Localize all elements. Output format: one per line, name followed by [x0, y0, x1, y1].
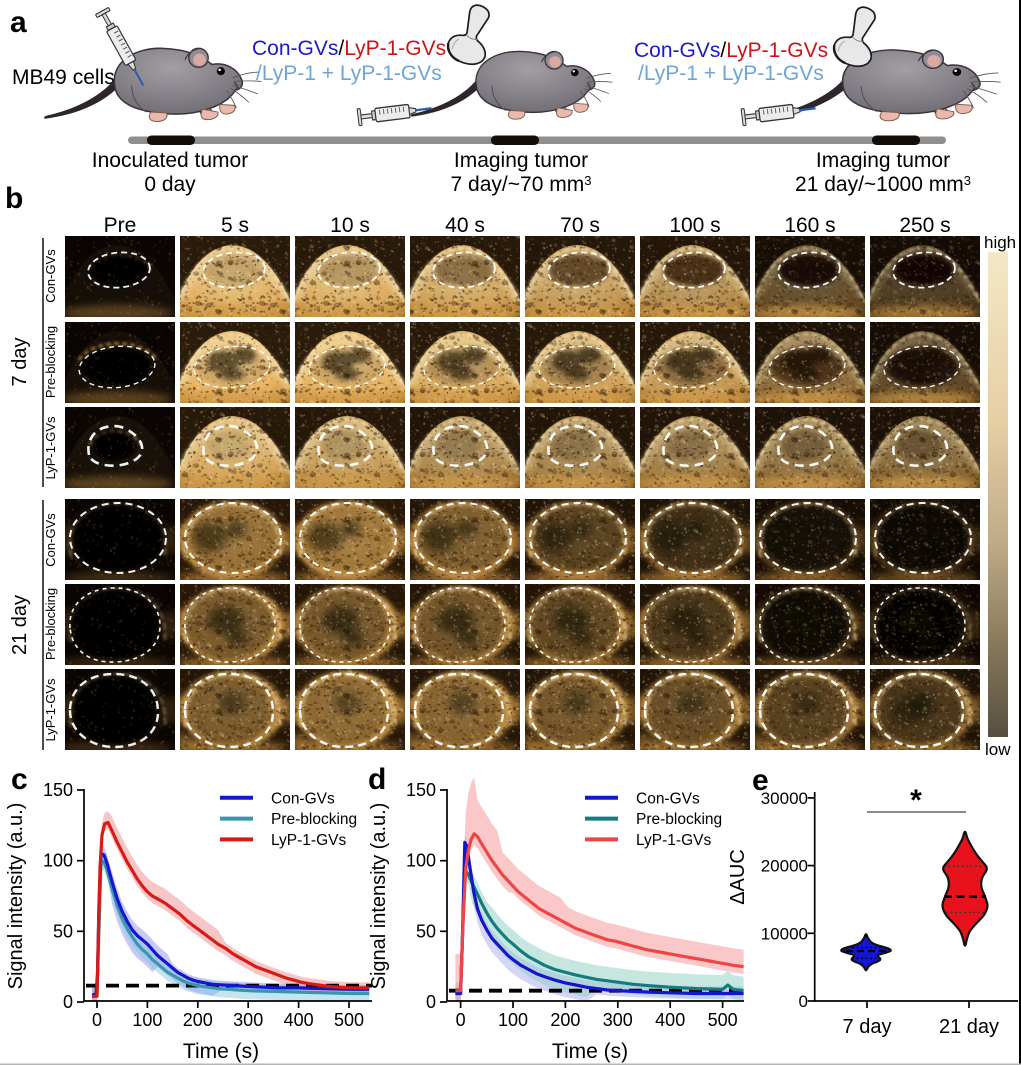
svg-text:150: 150	[43, 780, 73, 800]
svg-text:/LyP-1 + LyP-1-GVs: /LyP-1 + LyP-1-GVs	[638, 62, 824, 85]
svg-text:Pre-blocking: Pre-blocking	[271, 811, 357, 828]
svg-text:Inoculated tumor: Inoculated tumor	[92, 149, 248, 172]
svg-text:10000: 10000	[761, 924, 808, 943]
svg-text:400: 400	[655, 1010, 685, 1030]
svg-text:100: 100	[43, 851, 73, 871]
svg-text:100: 100	[406, 851, 436, 871]
svg-text:21 day: 21 day	[9, 595, 31, 655]
svg-text:30000: 30000	[761, 789, 808, 808]
svg-text:7 day/~70 mm3: 7 day/~70 mm3	[451, 173, 592, 196]
svg-text:LyP-1-GVs: LyP-1-GVs	[43, 416, 58, 480]
svg-text:a: a	[10, 6, 27, 39]
svg-text:500: 500	[708, 1010, 738, 1030]
svg-text:Con-GVs/LyP-1-GVs: Con-GVs/LyP-1-GVs	[252, 37, 446, 60]
svg-text:50: 50	[53, 921, 73, 941]
svg-text:ΔAUC: ΔAUC	[727, 849, 749, 905]
svg-text:500: 500	[334, 1010, 364, 1030]
svg-text:0: 0	[92, 1010, 102, 1030]
svg-text:40 s: 40 s	[445, 214, 485, 237]
svg-text:Con-GVs: Con-GVs	[636, 790, 700, 807]
svg-text:LyP-1-GVs: LyP-1-GVs	[271, 832, 346, 849]
svg-text:20000: 20000	[761, 857, 808, 876]
svg-text:LyP-1-GVs: LyP-1-GVs	[636, 832, 711, 849]
svg-text:b: b	[5, 182, 23, 215]
svg-text:200: 200	[183, 1010, 213, 1030]
svg-text:Signal intensity (a.u.): Signal intensity (a.u.)	[368, 803, 390, 990]
svg-text:100: 100	[132, 1010, 162, 1030]
svg-text:low: low	[985, 740, 1011, 759]
svg-text:Con-GVs: Con-GVs	[43, 249, 58, 303]
svg-text:Imaging tumor: Imaging tumor	[454, 149, 588, 172]
svg-text:Pre: Pre	[104, 214, 137, 237]
svg-text:c: c	[11, 763, 28, 796]
svg-text:50: 50	[416, 921, 436, 941]
svg-text:200: 200	[550, 1010, 580, 1030]
svg-text:0 day: 0 day	[144, 173, 196, 196]
svg-text:0: 0	[63, 992, 73, 1012]
svg-text:150: 150	[406, 780, 436, 800]
svg-text:0: 0	[799, 992, 808, 1011]
svg-text:Con-GVs: Con-GVs	[43, 513, 58, 567]
svg-text:0: 0	[456, 1010, 466, 1030]
svg-text:Pre-blocking: Pre-blocking	[43, 326, 58, 398]
svg-text:300: 300	[233, 1010, 263, 1030]
svg-text:Con-GVs: Con-GVs	[271, 790, 335, 807]
svg-text:Time (s): Time (s)	[183, 1040, 259, 1063]
svg-text:/LyP-1 + LyP-1-GVs: /LyP-1 + LyP-1-GVs	[256, 62, 442, 85]
svg-text:Imaging tumor: Imaging tumor	[816, 149, 950, 172]
svg-text:7 day: 7 day	[9, 338, 31, 387]
svg-text:160 s: 160 s	[784, 214, 835, 237]
svg-text:d: d	[368, 763, 386, 796]
svg-text:Signal intensity (a.u.): Signal intensity (a.u.)	[5, 803, 27, 990]
svg-text:250 s: 250 s	[899, 214, 950, 237]
svg-text:high: high	[984, 233, 1016, 252]
svg-text:Pre-blocking: Pre-blocking	[636, 811, 722, 828]
svg-text:Con-GVs/LyP-1-GVs: Con-GVs/LyP-1-GVs	[634, 39, 828, 62]
svg-text:*: *	[910, 784, 922, 817]
svg-text:400: 400	[284, 1010, 314, 1030]
svg-text:10 s: 10 s	[330, 214, 370, 237]
svg-text:Pre-blocking: Pre-blocking	[43, 588, 58, 660]
svg-text:21 day: 21 day	[939, 1016, 999, 1038]
svg-text:e: e	[752, 764, 769, 797]
svg-text:5 s: 5 s	[221, 214, 249, 237]
svg-text:7 day: 7 day	[843, 1016, 892, 1038]
svg-text:Time (s): Time (s)	[552, 1040, 628, 1063]
svg-text:21 day/~1000 mm3: 21 day/~1000 mm3	[795, 173, 971, 196]
svg-text:0: 0	[426, 992, 436, 1012]
svg-text:MB49 cells: MB49 cells	[12, 66, 115, 89]
svg-text:100 s: 100 s	[669, 214, 720, 237]
svg-text:100: 100	[498, 1010, 528, 1030]
svg-text:300: 300	[603, 1010, 633, 1030]
svg-text:70 s: 70 s	[560, 214, 600, 237]
svg-text:LyP-1-GVs: LyP-1-GVs	[43, 678, 58, 742]
